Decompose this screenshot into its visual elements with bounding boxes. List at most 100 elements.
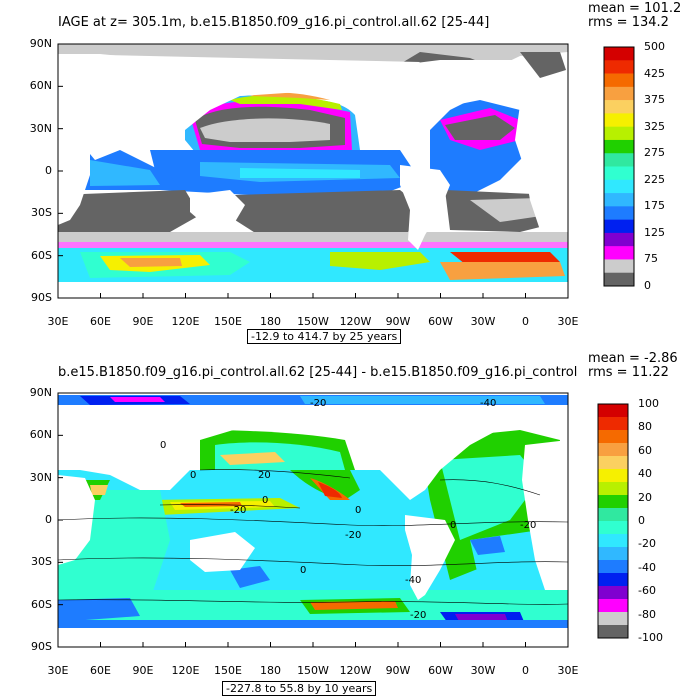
bottom-lon-label: 120E bbox=[171, 664, 200, 677]
bottom-colorbar-label: 60 bbox=[638, 443, 652, 457]
bottom-colorbar-label: -100 bbox=[638, 631, 663, 644]
top-lon-label: 90W bbox=[385, 315, 411, 328]
top-lat-label: 90N bbox=[29, 37, 52, 50]
bottom-colorbar-swatch bbox=[598, 404, 628, 418]
bottom-colorbar-swatch bbox=[598, 417, 628, 431]
top-lon-label: 150W bbox=[297, 315, 329, 328]
bottom-lat-label: 60N bbox=[29, 428, 52, 442]
bottom-asia bbox=[58, 406, 440, 490]
top-colorbar-swatch bbox=[604, 47, 634, 61]
bottom-map-title: b.e15.B1850.f09_g16.pi_control.all.62 [2… bbox=[58, 365, 578, 380]
top-colorbar-swatch bbox=[604, 193, 634, 207]
bottom-colorbar-label: 40 bbox=[638, 467, 652, 481]
top-colorbar bbox=[603, 46, 635, 287]
top-colorbar-swatch bbox=[604, 100, 634, 114]
top-colorbar-label: 325 bbox=[644, 119, 665, 133]
bottom-colorbar-swatch bbox=[598, 534, 628, 548]
bottom-range-label: -227.8 to 55.8 by 10 years bbox=[222, 681, 377, 696]
bottom-lon-label: 0 bbox=[522, 664, 529, 677]
bottom-contour-label: -20 bbox=[230, 505, 247, 516]
top-colorbar-swatch bbox=[604, 73, 634, 88]
top-asia bbox=[58, 54, 420, 160]
bottom-contour-label: 0 bbox=[190, 470, 197, 481]
bottom-lat-label: 90N bbox=[29, 386, 52, 399]
top-africa-east bbox=[515, 100, 568, 230]
bottom-lon-label: 180 bbox=[260, 664, 281, 677]
top-mean-label: mean = 101.2 bbox=[588, 1, 682, 16]
top-lon-label: 120W bbox=[339, 315, 372, 328]
top-colorbar-swatch bbox=[604, 259, 634, 274]
bottom-lat-label: 30S bbox=[31, 555, 52, 569]
top-lon-label: 60E bbox=[90, 315, 111, 328]
bottom-map bbox=[57, 392, 569, 648]
bottom-lat-label: 90S bbox=[31, 640, 52, 653]
bottom-colorbar-swatch bbox=[598, 612, 628, 626]
top-lat-label: 30S bbox=[31, 206, 52, 220]
top-map bbox=[57, 43, 569, 299]
bottom-lon-label: 30E bbox=[47, 664, 69, 677]
top-north-america bbox=[360, 60, 520, 150]
top-colorbar-outline bbox=[603, 46, 635, 287]
bottom-north-america bbox=[355, 416, 520, 500]
bottom-contour-label: 20 bbox=[258, 470, 271, 481]
top-colorbar-label: 175 bbox=[644, 199, 665, 213]
bottom-contour-label: -20 bbox=[520, 520, 537, 531]
bottom-lon-label: 60W bbox=[428, 664, 453, 677]
bottom-contour-label: 0 bbox=[160, 440, 167, 451]
top-lon-label: 60W bbox=[428, 315, 453, 328]
bottom-colorbar-label: 100 bbox=[638, 397, 659, 410]
top-colorbar-swatch bbox=[604, 232, 634, 247]
bottom-lon-label: 30W bbox=[470, 664, 496, 677]
bottom-colorbar-swatch bbox=[598, 547, 628, 561]
top-map-title: IAGE at z= 305.1m, b.e15.B1850.f09_g16.p… bbox=[58, 15, 490, 30]
bottom-colorbar-swatch bbox=[598, 443, 628, 457]
top-colorbar-swatch bbox=[604, 246, 634, 260]
bottom-contour-lines bbox=[58, 469, 568, 605]
bottom-contour-label: -40 bbox=[405, 575, 422, 586]
bottom-colorbar-swatch bbox=[598, 430, 628, 444]
top-colorbar-swatch bbox=[604, 86, 634, 101]
bottom-lat-label: 30N bbox=[29, 470, 52, 484]
top-lat-label: 90S bbox=[31, 291, 52, 304]
top-south-indian-gyre bbox=[58, 190, 200, 232]
bottom-colorbar-swatch bbox=[598, 508, 628, 522]
bottom-lon-label: 90W bbox=[385, 664, 411, 677]
top-lon-label: 0 bbox=[522, 315, 529, 328]
bottom-lon-label: 60E bbox=[90, 664, 111, 677]
top-colorbar-label: 275 bbox=[644, 146, 665, 160]
bottom-contour-label: -20 bbox=[345, 530, 362, 541]
bottom-lon-label: 150E bbox=[214, 664, 242, 677]
bottom-greenland bbox=[430, 406, 480, 440]
bottom-lon-label: 90E bbox=[132, 664, 154, 677]
bottom-colorbar-label: -80 bbox=[638, 607, 656, 621]
top-lon-label: 30W bbox=[470, 315, 496, 328]
top-lon-label: 90E bbox=[132, 315, 154, 328]
bottom-colorbar-outline bbox=[597, 403, 629, 639]
bottom-contour-label: -40 bbox=[480, 398, 497, 409]
bottom-africa-east bbox=[522, 440, 568, 590]
bottom-contour-label: 0 bbox=[355, 505, 362, 516]
bottom-colorbar-swatch bbox=[598, 560, 628, 574]
bottom-colorbar bbox=[597, 403, 629, 639]
top-colorbar-label: 75 bbox=[644, 252, 658, 266]
top-africa bbox=[58, 118, 90, 225]
top-south-america bbox=[400, 165, 450, 250]
top-colorbar-swatch bbox=[604, 272, 634, 287]
top-colorbar-swatch bbox=[604, 166, 634, 181]
bottom-colorbar-swatch bbox=[598, 482, 628, 496]
top-colorbar-label: 125 bbox=[644, 225, 665, 239]
bottom-colorbar-label: -40 bbox=[638, 560, 656, 574]
top-lon-label: 150E bbox=[214, 315, 242, 328]
top-colorbar-swatch bbox=[604, 113, 634, 127]
bottom-contour-label: -20 bbox=[410, 610, 427, 621]
top-lon-label: 120E bbox=[171, 315, 200, 328]
top-colorbar-swatch bbox=[604, 179, 634, 194]
bottom-colorbar-swatch bbox=[598, 495, 628, 509]
top-south-pacific-gyre bbox=[235, 190, 425, 236]
top-rms-label: rms = 134.2 bbox=[588, 15, 669, 30]
bottom-africa bbox=[58, 475, 95, 565]
bottom-lat-label: 0 bbox=[45, 513, 52, 526]
top-lat-label: 60N bbox=[29, 79, 52, 93]
top-colorbar-swatch bbox=[604, 219, 634, 234]
